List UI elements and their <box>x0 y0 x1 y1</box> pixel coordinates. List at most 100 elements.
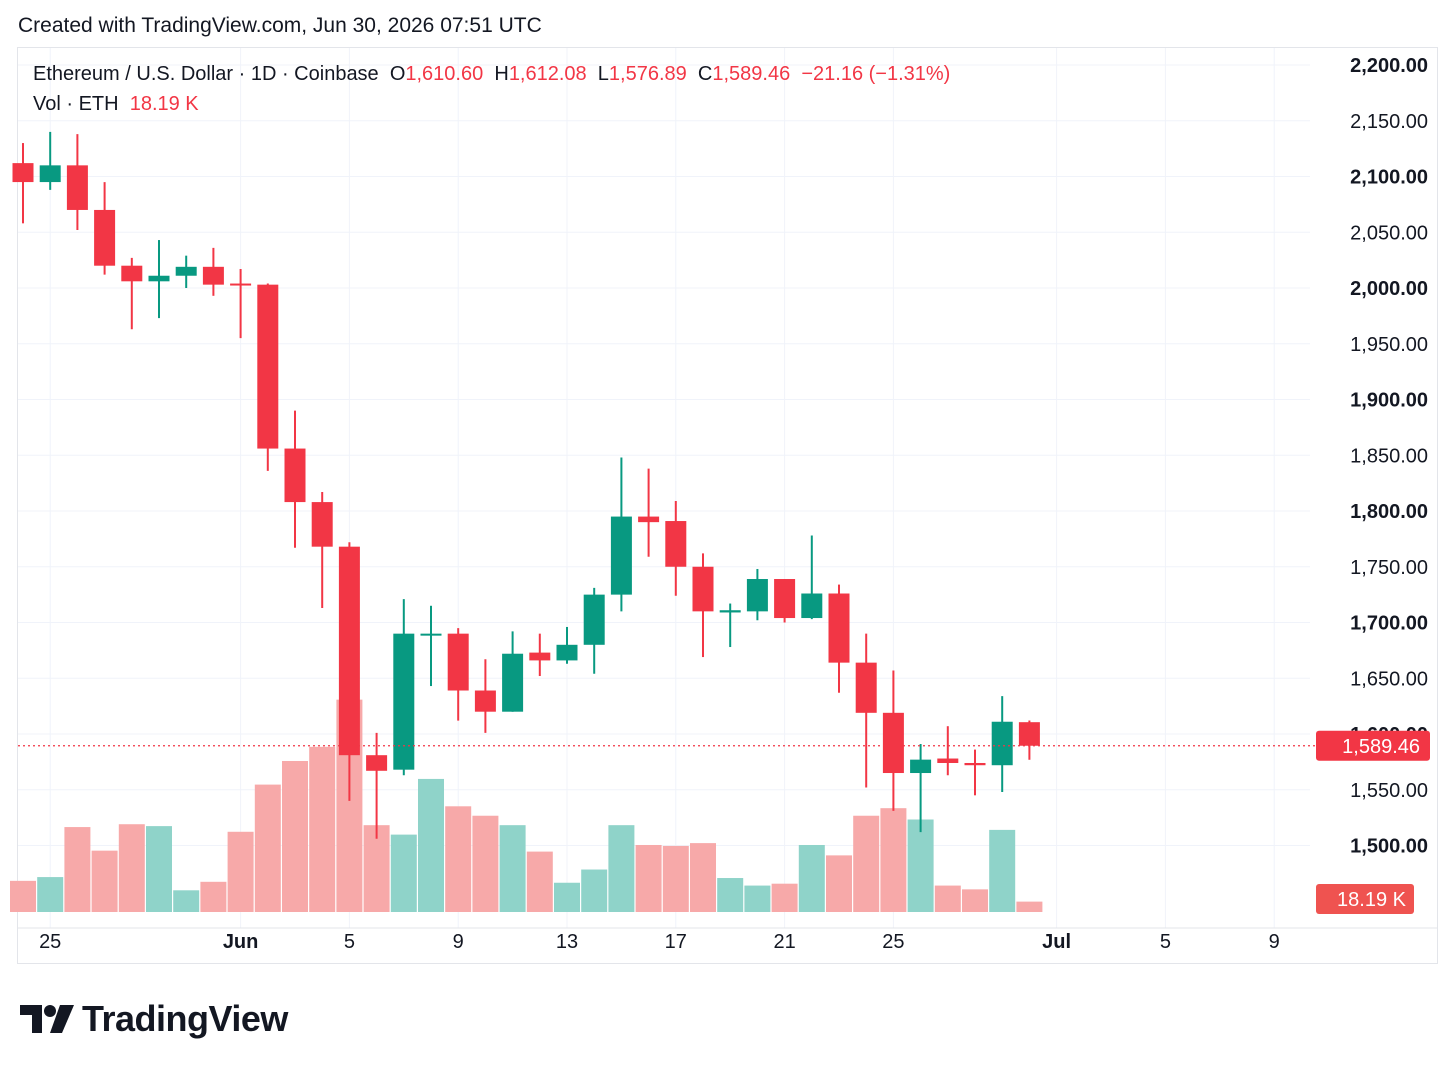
volume-bar <box>1016 901 1043 912</box>
volume-bars <box>10 699 1043 912</box>
last-price-badge <box>1316 730 1430 761</box>
volume-bar <box>37 877 64 912</box>
candle-body <box>12 163 34 183</box>
candle-body <box>230 283 252 286</box>
price-tick-label: 1,850.00 <box>1350 445 1428 467</box>
price-tick-label: 1,800.00 <box>1350 501 1428 523</box>
candle-body <box>311 502 333 547</box>
volume-bar <box>826 855 852 912</box>
grid-lines <box>18 48 1437 929</box>
time-tick-label: 21 <box>773 931 795 953</box>
last-volume-badge <box>1316 884 1414 914</box>
time-tick-label: 9 <box>453 931 464 953</box>
volume-bar <box>146 826 172 912</box>
volume-bar <box>526 851 553 912</box>
volume-bar <box>173 890 200 912</box>
candle-body <box>610 516 632 595</box>
volume-bar <box>771 883 798 912</box>
volume-bar <box>635 844 662 912</box>
created-with-caption: Created with TradingView.com, Jun 30, 20… <box>18 14 542 37</box>
price-tick-label: 2,050.00 <box>1350 222 1428 244</box>
volume-bar <box>363 825 390 912</box>
last-price-label: 1,589.46 <box>1342 736 1420 758</box>
price-tick-label: 2,150.00 <box>1350 111 1428 133</box>
volume-bar <box>499 825 526 912</box>
high-label: H <box>494 63 509 85</box>
chart-frame <box>17 47 1438 964</box>
last-volume-label: 18.19 K <box>1337 889 1407 911</box>
candle-body <box>964 762 986 766</box>
volume-bar <box>907 819 934 912</box>
volume-bar <box>690 843 716 912</box>
candle-body <box>937 758 959 763</box>
price-tick-label: 1,900.00 <box>1350 390 1428 412</box>
volume-bar <box>445 806 472 912</box>
candle-body <box>447 633 469 691</box>
volume-bar <box>934 885 961 912</box>
time-tick-label: 17 <box>665 931 687 953</box>
volume-bar <box>853 815 880 912</box>
close-label: C <box>697 63 713 85</box>
volume-bar <box>962 889 988 912</box>
time-tick-label: 5 <box>344 931 355 953</box>
candle-body <box>502 653 524 712</box>
volume-label[interactable]: Vol · ETH <box>33 93 119 115</box>
candle-body <box>665 521 687 567</box>
volume-bar <box>418 778 444 912</box>
low-label: L <box>597 63 609 85</box>
candle-body <box>855 662 877 713</box>
close-value: 1,589.46 <box>712 63 791 85</box>
candle-body <box>801 593 823 619</box>
candle-body <box>719 610 741 613</box>
tradingview-logo-text: TradingView <box>82 998 288 1039</box>
volume-bar <box>581 869 608 912</box>
ohlc-legend: Ethereum / U.S. Dollar · 1D · Coinbase O… <box>33 63 950 86</box>
volume-bar <box>798 844 825 912</box>
candle-body <box>556 644 578 661</box>
volume-bar <box>118 824 145 912</box>
open-label: O <box>389 63 406 85</box>
time-tick-label: Jun <box>223 931 259 953</box>
candle-body <box>692 566 714 612</box>
volume-bar <box>608 825 635 912</box>
candles <box>12 131 1040 839</box>
time-tick-label: 25 <box>39 931 61 953</box>
open-value: 1,610.60 <box>405 63 484 85</box>
candle-body <box>148 275 170 282</box>
candle-body <box>882 712 904 774</box>
symbol-label[interactable]: Ethereum / U.S. Dollar · 1D · Coinbase <box>33 63 379 85</box>
price-tick-label: 1,650.00 <box>1350 668 1428 690</box>
price-tick-label: 1,750.00 <box>1350 557 1428 579</box>
volume-bar <box>472 815 499 912</box>
volume-bar <box>554 882 580 912</box>
tradingview-logo[interactable]: TradingView <box>20 998 288 1040</box>
candle-body <box>991 721 1013 766</box>
volume-bar <box>744 885 771 912</box>
candle-body <box>366 755 388 771</box>
volume-bar <box>91 850 118 912</box>
time-tick-label: 9 <box>1269 931 1280 953</box>
candle-body <box>66 165 88 210</box>
low-value: 1,576.89 <box>608 63 687 85</box>
volume-bar <box>717 878 744 912</box>
volume-bar <box>282 760 308 912</box>
candle-body <box>257 284 279 449</box>
candle-body <box>420 633 442 636</box>
volume-bar <box>10 880 36 912</box>
price-tick-label: 2,200.00 <box>1350 55 1428 77</box>
price-axis: 2,200.00 2,150.00 2,100.00 2,050.00 2,000.00… <box>1350 55 1428 858</box>
price-tick-label: 1,500.00 <box>1350 836 1428 858</box>
volume-value: 18.19 K <box>129 93 199 115</box>
price-tick-label: 2,000.00 <box>1350 278 1428 300</box>
time-tick-label: Jul <box>1042 931 1071 953</box>
change-value: −21.16 (−1.31%) <box>801 63 951 85</box>
candle-body <box>94 209 116 266</box>
candle-body <box>746 579 768 612</box>
price-tick-label: 2,100.00 <box>1350 167 1428 189</box>
time-tick-label: 5 <box>1160 931 1171 953</box>
candle-body <box>284 448 306 503</box>
candle-body <box>828 593 850 663</box>
candle-body <box>638 516 660 523</box>
candle-body <box>474 690 496 712</box>
